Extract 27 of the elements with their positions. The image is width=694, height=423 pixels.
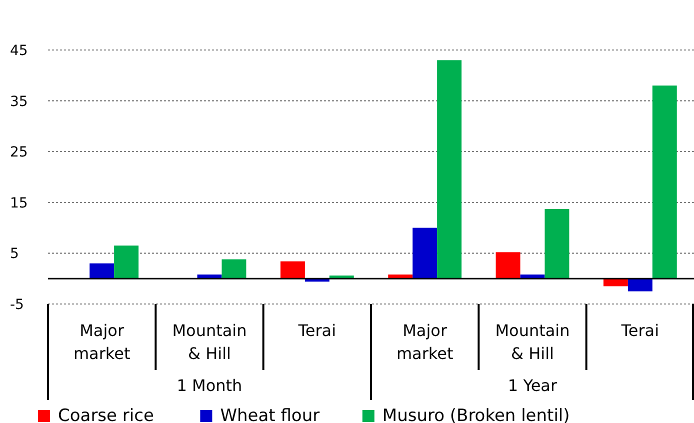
legend-label: Wheat flour	[220, 406, 320, 423]
y-tick-label: 25	[10, 144, 28, 161]
x-tick-label: Mountain & Hill	[495, 321, 570, 363]
bar	[544, 209, 570, 279]
x-tick-label: Major market	[73, 321, 130, 363]
bar	[114, 246, 139, 279]
y-tick-label: 35	[10, 94, 28, 110]
text: 1 Year	[508, 376, 558, 395]
bar	[412, 228, 438, 279]
x-tick-label: Terai	[297, 321, 336, 340]
y-tick-label: 45	[10, 43, 28, 59]
bar	[496, 252, 520, 279]
y-tick-label: 5	[10, 246, 19, 262]
x-tick-label: Mountain & Hill	[172, 321, 247, 363]
bar	[437, 60, 462, 279]
text: 1 Month	[176, 376, 242, 395]
bar	[280, 261, 305, 279]
x-tick-label: Terai	[620, 321, 660, 340]
bar	[652, 86, 677, 279]
x-tick-label: Major market	[396, 321, 454, 363]
bar	[90, 263, 114, 279]
bar	[628, 278, 652, 292]
legend-label: Musuro (Broken lentil)	[382, 406, 570, 423]
legend-label: Coarse rice	[58, 406, 154, 423]
y-tick-label: 15	[10, 195, 28, 212]
bar	[222, 259, 246, 279]
y-tick-label: -5	[10, 297, 24, 313]
